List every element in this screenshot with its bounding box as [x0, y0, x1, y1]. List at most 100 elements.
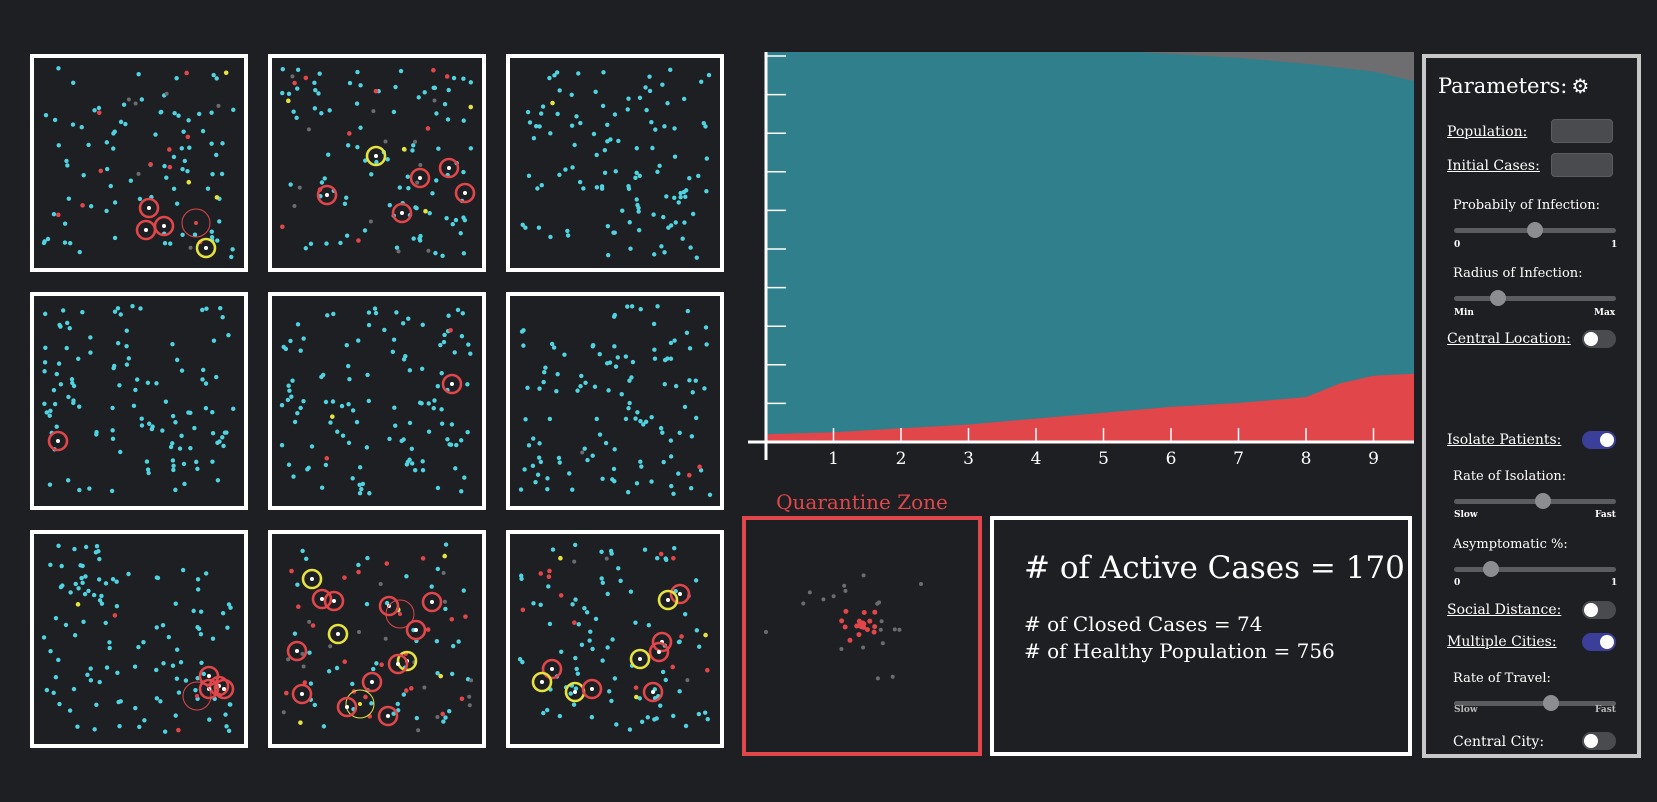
- healthy-population-text: # of Healthy Population = 756: [1024, 639, 1335, 663]
- population-dots: [517, 542, 710, 732]
- city-8-canvas: [281, 542, 474, 733]
- social-distance-label[interactable]: Social Distance:: [1447, 602, 1562, 618]
- population-dots: [279, 306, 473, 496]
- population-dots: [281, 542, 474, 733]
- population-dots: [518, 304, 713, 497]
- infected-area: [766, 373, 1414, 442]
- city-9: [506, 530, 724, 748]
- travel-min-label: Slow: [1454, 705, 1478, 715]
- active-cases-text: # of Active Cases = 170: [1024, 550, 1405, 586]
- population-dots: [42, 304, 236, 494]
- prob-infection-label: Probabily of Infection:: [1453, 198, 1600, 213]
- prob-max-label: 1: [1611, 240, 1618, 250]
- slider-track: [1454, 296, 1616, 301]
- population-dots: [41, 66, 236, 260]
- x-tick-label: 1: [828, 449, 839, 469]
- city-9-canvas: [517, 542, 710, 732]
- cases-area-chart: 1 2 3 4 5 6 7 8 9: [748, 52, 1414, 469]
- x-tick-label: 5: [1098, 449, 1109, 469]
- x-tick-label: 9: [1368, 449, 1379, 469]
- toggle-knob: [1584, 734, 1598, 748]
- iso-min-label: Slow: [1454, 510, 1478, 520]
- city-2-canvas: [280, 66, 476, 258]
- multiple-cities-label[interactable]: Multiple Cities:: [1447, 634, 1557, 650]
- travel-max-label: Fast: [1595, 705, 1616, 715]
- radius-infection-label: Radius of Infection:: [1453, 266, 1583, 281]
- city-5: [268, 292, 486, 510]
- population-dots: [520, 67, 712, 260]
- panel-title-text: Parameters:: [1438, 74, 1568, 98]
- quarantine-title: Quarantine Zone: [776, 490, 948, 514]
- slider-thumb[interactable]: [1489, 290, 1506, 306]
- isolate-patients-toggle[interactable]: [1582, 431, 1616, 449]
- closed-area: [766, 52, 1414, 82]
- city-4-canvas: [42, 304, 236, 494]
- population-input[interactable]: [1551, 119, 1613, 143]
- central-location-toggle[interactable]: [1582, 330, 1616, 348]
- gear-icon[interactable]: ⚙: [1571, 74, 1590, 98]
- quarantine-canvas: [764, 573, 923, 681]
- slider-thumb[interactable]: [1527, 222, 1543, 238]
- radius-infection-slider[interactable]: [1454, 290, 1616, 306]
- asym-min-label: 0: [1454, 578, 1461, 588]
- rate-isolation-slider[interactable]: [1454, 493, 1616, 509]
- panel-title: Parameters: ⚙: [1438, 74, 1589, 98]
- rate-isolation-label: Rate of Isolation:: [1453, 469, 1567, 484]
- x-tick-label: 7: [1233, 449, 1244, 469]
- slider-thumb[interactable]: [1535, 493, 1552, 509]
- city-1: [30, 54, 248, 272]
- city-8: [268, 530, 486, 748]
- x-tick-label: 4: [1031, 449, 1042, 469]
- iso-max-label: Fast: [1595, 510, 1616, 520]
- asym-max-label: 1: [1611, 578, 1618, 588]
- x-tick-label: 8: [1301, 449, 1312, 469]
- initial-cases-input[interactable]: [1551, 153, 1613, 177]
- closed-cases-text: # of Closed Cases = 74: [1024, 612, 1263, 636]
- city-3: [506, 54, 724, 272]
- radius-max-label: Max: [1594, 308, 1616, 318]
- city-3-canvas: [520, 67, 712, 260]
- isolate-patients-label[interactable]: Isolate Patients:: [1447, 432, 1562, 448]
- city-4: [30, 292, 248, 510]
- city-1-canvas: [41, 66, 236, 260]
- rate-travel-label: Rate of Travel:: [1453, 671, 1551, 686]
- x-tick-label: 6: [1166, 449, 1177, 469]
- initial-cases-label[interactable]: Initial Cases:: [1447, 158, 1540, 174]
- city-7-canvas: [41, 543, 235, 734]
- central-location-label[interactable]: Central Location:: [1447, 331, 1571, 347]
- city-6: [506, 292, 724, 510]
- multiple-cities-toggle[interactable]: [1582, 633, 1616, 651]
- toggle-knob: [1600, 433, 1614, 447]
- asymptomatic-label: Asymptomatic %:: [1453, 537, 1568, 552]
- asymptomatic-slider[interactable]: [1454, 561, 1616, 577]
- toggle-knob: [1600, 635, 1614, 649]
- toggle-knob: [1584, 603, 1598, 617]
- prob-min-label: 0: [1454, 240, 1461, 250]
- radius-min-label: Min: [1454, 308, 1474, 318]
- x-tick-label: 3: [963, 449, 974, 469]
- rate-travel-slider[interactable]: [1454, 695, 1616, 711]
- city-7: [30, 530, 248, 748]
- slider-track: [1454, 567, 1616, 572]
- slider-thumb[interactable]: [1543, 695, 1560, 711]
- slider-track: [1454, 701, 1616, 706]
- stats-box: # of Active Cases = 170 # of Closed Case…: [990, 516, 1412, 756]
- social-distance-toggle[interactable]: [1582, 601, 1616, 619]
- population-label[interactable]: Population:: [1447, 124, 1528, 140]
- parameters-panel: Parameters: ⚙ Population: Initial Cases: …: [1422, 54, 1641, 758]
- quarantine-zone: [742, 516, 982, 756]
- prob-infection-slider[interactable]: [1454, 222, 1616, 238]
- central-city-toggle[interactable]: [1582, 732, 1616, 750]
- healthy-area: [766, 52, 1414, 442]
- population-dots: [41, 543, 235, 734]
- x-tick-label: 2: [896, 449, 907, 469]
- quarantine-dots: [764, 573, 923, 681]
- city-2: [268, 54, 486, 272]
- city-5-canvas: [279, 306, 473, 496]
- toggle-knob: [1584, 332, 1598, 346]
- slider-track: [1454, 499, 1616, 504]
- city-6-canvas: [518, 304, 713, 497]
- slider-thumb[interactable]: [1483, 561, 1500, 577]
- population-dots: [280, 66, 476, 258]
- central-city-label: Central City:: [1453, 734, 1545, 750]
